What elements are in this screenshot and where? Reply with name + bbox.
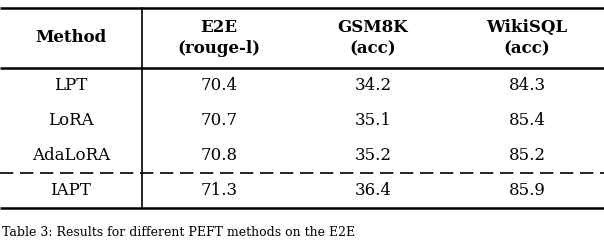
Text: IAPT: IAPT <box>51 182 91 199</box>
Text: 84.3: 84.3 <box>509 77 545 94</box>
Text: LPT: LPT <box>54 77 88 94</box>
Text: 36.4: 36.4 <box>355 182 391 199</box>
Text: 34.2: 34.2 <box>355 77 391 94</box>
Text: AdaLoRA: AdaLoRA <box>32 147 110 164</box>
Text: 35.2: 35.2 <box>355 147 391 164</box>
Text: Table 3: Results for different PEFT methods on the E2E: Table 3: Results for different PEFT meth… <box>2 226 355 238</box>
Text: E2E
(rouge-l): E2E (rouge-l) <box>178 19 260 57</box>
Text: 70.7: 70.7 <box>201 112 237 129</box>
Text: GSM8K
(acc): GSM8K (acc) <box>338 19 408 57</box>
Text: 85.9: 85.9 <box>509 182 545 199</box>
Text: 85.4: 85.4 <box>509 112 545 129</box>
Text: WikiSQL
(acc): WikiSQL (acc) <box>486 19 568 57</box>
Text: 35.1: 35.1 <box>355 112 391 129</box>
Text: Method: Method <box>36 30 106 46</box>
Text: 85.2: 85.2 <box>509 147 545 164</box>
Text: 70.4: 70.4 <box>201 77 237 94</box>
Text: 71.3: 71.3 <box>201 182 237 199</box>
Text: LoRA: LoRA <box>48 112 94 129</box>
Text: 70.8: 70.8 <box>201 147 237 164</box>
